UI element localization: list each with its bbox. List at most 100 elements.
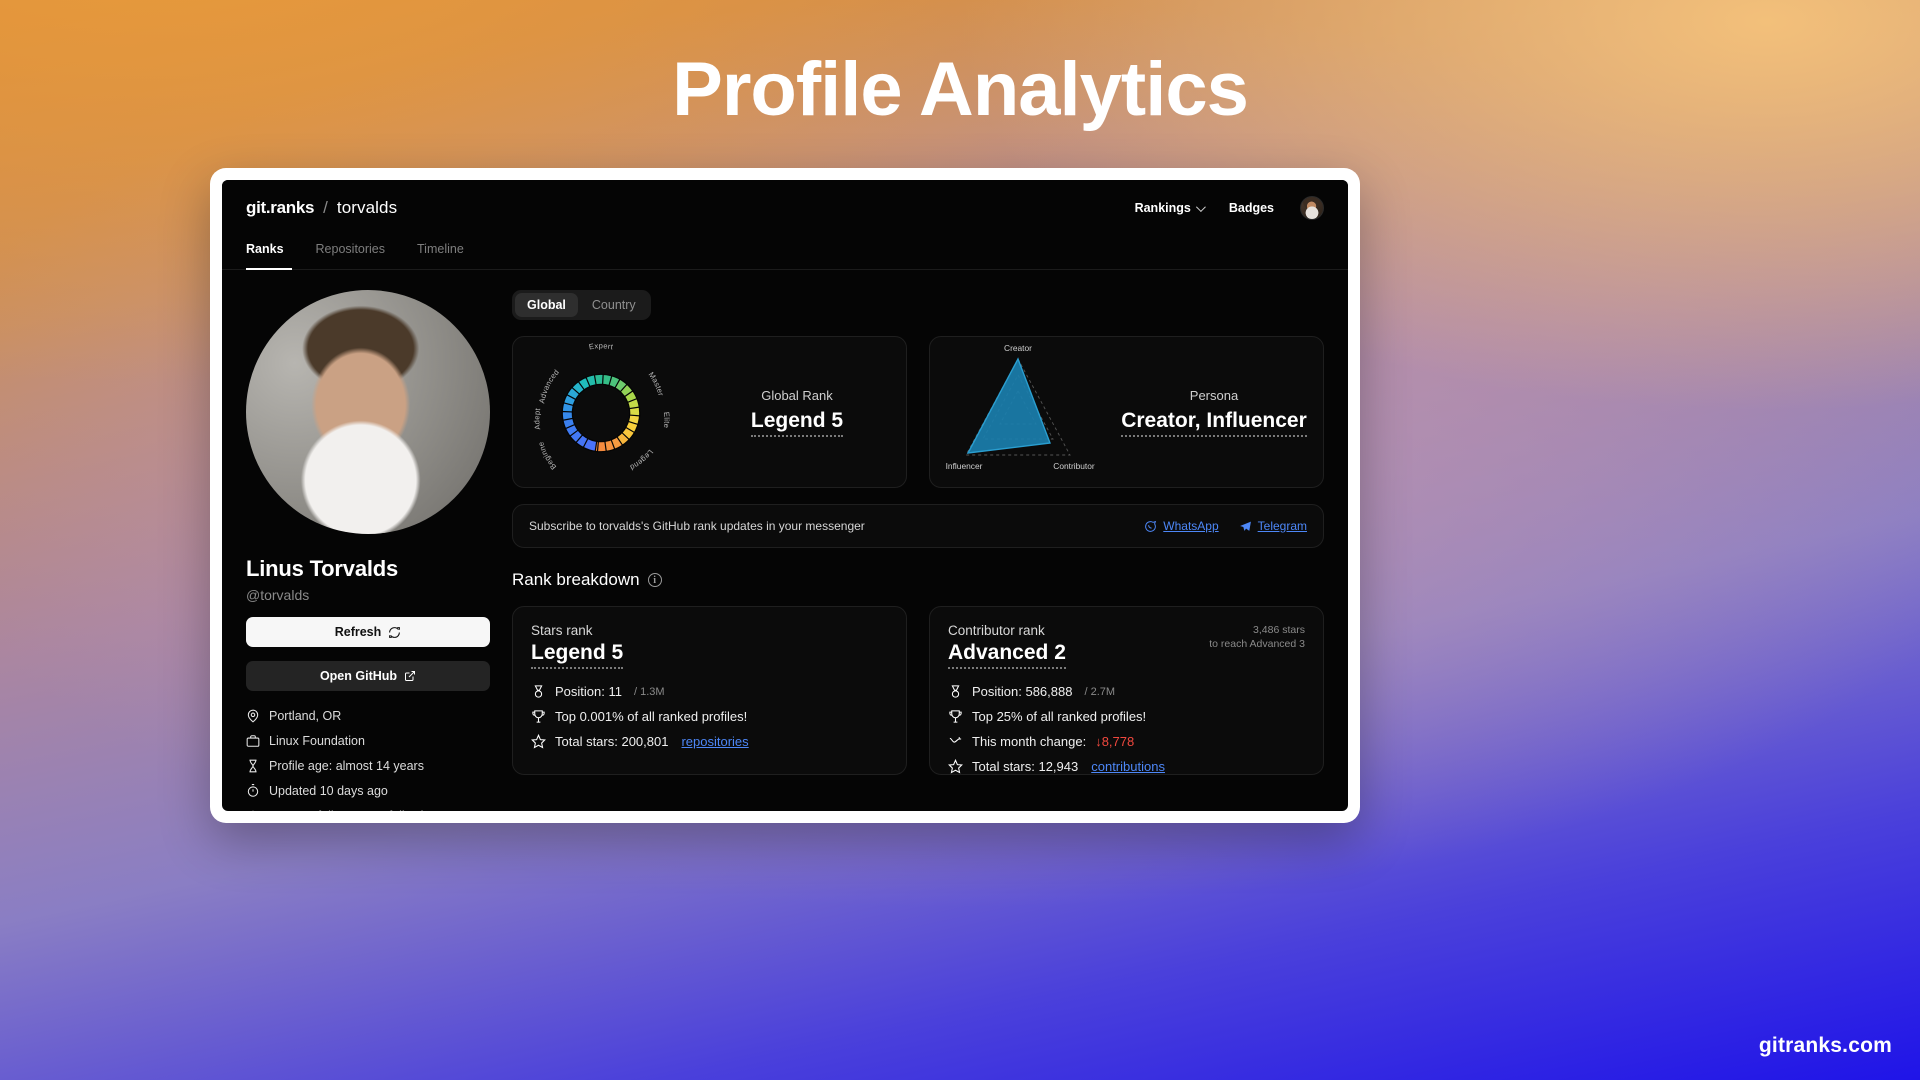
gauge-segments xyxy=(561,373,640,453)
nav-rankings-label: Rankings xyxy=(1134,201,1191,215)
contributor-percentile-row: Top 25% of all ranked profiles! xyxy=(948,709,1305,724)
tab-timeline[interactable]: Timeline xyxy=(417,242,464,256)
browser-frame: git.ranks / torvalds Rankings Badges Ran… xyxy=(210,168,1360,823)
gauge-label-advanced: Advanced xyxy=(537,368,561,404)
contributor-total-row: Total stars: 12,943 contributions xyxy=(948,759,1305,774)
stars-rank-stats: Position: 11 / 1.3M Top 0.001% of all ra… xyxy=(531,684,888,749)
header-nav: Rankings Badges xyxy=(1135,196,1324,220)
nav-rankings[interactable]: Rankings xyxy=(1134,201,1206,215)
watermark: gitranks.com xyxy=(1758,1034,1892,1057)
subscribe-bar: Subscribe to torvalds's GitHub rank upda… xyxy=(512,504,1324,548)
meta-updated-text: Updated 10 days ago xyxy=(269,784,388,798)
stars-rank-title: Stars rank xyxy=(531,623,593,638)
nav-badges[interactable]: Badges xyxy=(1229,201,1274,215)
page-title: Profile Analytics xyxy=(672,47,1249,132)
repositories-link[interactable]: repositories xyxy=(681,734,749,749)
stars-total-row: Total stars: 200,801 repositories xyxy=(531,734,888,749)
gauge-label-master: Master xyxy=(646,370,665,397)
meta-profile-age: Profile age: almost 14 years xyxy=(246,759,490,773)
whatsapp-link[interactable]: WhatsApp xyxy=(1144,519,1219,533)
tier-gauge-chart: Expert Advanced Adept Begi xyxy=(517,337,671,472)
nav-badges-label: Badges xyxy=(1228,201,1274,215)
telegram-link[interactable]: Telegram xyxy=(1239,519,1307,533)
contributions-link[interactable]: contributions xyxy=(1091,759,1165,774)
info-icon[interactable]: i xyxy=(647,573,662,587)
stars-position-text: Position: 11 xyxy=(555,684,622,699)
briefcase-icon xyxy=(246,735,260,747)
subscribe-links: WhatsApp Telegram xyxy=(1144,519,1307,533)
persona-radar: Creator Contributor Influencer xyxy=(930,337,1105,487)
refresh-button[interactable]: Refresh xyxy=(246,617,490,647)
stars-position-total: / 1.3M xyxy=(633,685,665,698)
scope-toggle: Global Country xyxy=(512,290,651,320)
profile-sidebar: Linus Torvalds @torvalds Refresh Open Gi… xyxy=(246,290,490,811)
gauge-label-adept: Adept xyxy=(532,407,542,431)
trophy-icon xyxy=(949,710,962,723)
profile-photo xyxy=(246,290,490,534)
persona-value[interactable]: Creator, Influencer xyxy=(1121,409,1307,437)
contributor-rank-card: Contributor rank Advanced 2 3,486 stars … xyxy=(929,606,1324,775)
subscribe-text: Subscribe to torvalds's GitHub rank upda… xyxy=(529,519,865,533)
meta-followers: 239,952 followers • 0 following xyxy=(246,809,490,811)
whatsapp-icon xyxy=(1145,520,1157,532)
radar-label-contributor: Contributor xyxy=(1053,461,1095,471)
radar-label-influencer: Influencer xyxy=(945,461,982,471)
chevron-down-icon xyxy=(1195,201,1206,212)
whatsapp-label: WhatsApp xyxy=(1163,519,1219,533)
meta-updated: Updated 10 days ago xyxy=(246,784,490,798)
summary-cards: Expert Advanced Adept Begi xyxy=(512,336,1324,488)
brand-logo[interactable]: git.ranks xyxy=(246,198,315,217)
rank-breakdown-title: Rank breakdown xyxy=(512,570,640,589)
contributor-rank-title: Contributor rank xyxy=(948,623,1045,638)
rank-breakdown-heading: Rank breakdown i xyxy=(512,570,1324,590)
star-icon xyxy=(948,759,963,774)
medal-icon xyxy=(951,685,960,698)
contributor-position-row: Position: 586,888 / 2.7M xyxy=(948,684,1305,699)
external-link-icon xyxy=(405,671,416,681)
breadcrumb: git.ranks / torvalds xyxy=(246,198,397,218)
global-rank-label: Global Rank xyxy=(761,387,833,403)
contributor-total-text: Total stars: 12,943 xyxy=(972,759,1079,774)
contributor-rank-head: Contributor rank Advanced 2 3,486 stars … xyxy=(948,623,1305,669)
open-github-label: Open GitHub xyxy=(319,669,398,683)
meta-location: Portland, OR xyxy=(246,709,490,723)
trend-down-icon xyxy=(949,737,962,743)
stars-position-row: Position: 11 / 1.3M xyxy=(531,684,888,699)
contributor-position-text: Position: 586,888 xyxy=(972,684,1073,699)
tab-repositories[interactable]: Repositories xyxy=(315,242,386,256)
contributor-month-change-row: This month change: ↓8,778 xyxy=(948,734,1305,749)
gauge-tier-labels: Expert Advanced Adept Begi xyxy=(517,337,671,472)
stars-rank-card: Stars rank Legend 5 Position: 11 / 1.3M xyxy=(512,606,907,775)
stars-rank-head: Stars rank Legend 5 xyxy=(531,623,888,669)
meta-company: Linux Foundation xyxy=(246,734,490,748)
medal-icon xyxy=(534,685,543,698)
open-github-button[interactable]: Open GitHub xyxy=(246,661,490,691)
profile-handle: @torvalds xyxy=(246,587,310,603)
app-viewport: git.ranks / torvalds Rankings Badges Ran… xyxy=(222,180,1348,811)
contributor-position-total: / 2.7M xyxy=(1084,685,1116,698)
tab-ranks[interactable]: Ranks xyxy=(246,236,300,270)
main-content: Linus Torvalds @torvalds Refresh Open Gi… xyxy=(222,270,1348,811)
people-icon xyxy=(251,810,255,811)
contributor-month-change-value: ↓8,778 xyxy=(1095,734,1135,749)
stars-percentile-row: Top 0.001% of all ranked profiles! xyxy=(531,709,888,724)
contributor-rank-value[interactable]: Advanced 2 xyxy=(948,641,1066,669)
breadcrumb-username[interactable]: torvalds xyxy=(336,198,398,217)
contributor-next-tier-note: 3,486 stars to reach Advanced 3 xyxy=(1209,624,1305,651)
gauge-label-elite: Elite xyxy=(661,411,671,428)
gauge-label-expert: Expert xyxy=(588,341,614,351)
persona-card: Creator Contributor Influencer Persona C… xyxy=(929,336,1324,488)
refresh-icon xyxy=(389,626,401,638)
global-rank-value[interactable]: Legend 5 xyxy=(750,409,844,437)
avatar[interactable] xyxy=(1300,196,1324,220)
location-pin-icon xyxy=(247,709,259,723)
radar-label-creator: Creator xyxy=(1004,343,1032,353)
contributor-rank-stats: Position: 586,888 / 2.7M Top 25% of all … xyxy=(948,684,1305,774)
scope-global[interactable]: Global xyxy=(515,293,578,317)
scope-country[interactable]: Country xyxy=(591,298,636,312)
stars-rank-value[interactable]: Legend 5 xyxy=(531,641,624,669)
telegram-icon xyxy=(1239,521,1251,531)
global-rank-card: Expert Advanced Adept Begi xyxy=(512,336,907,488)
persona-radar-chart: Creator Contributor Influencer xyxy=(945,343,1095,471)
meta-location-text: Portland, OR xyxy=(269,709,342,723)
